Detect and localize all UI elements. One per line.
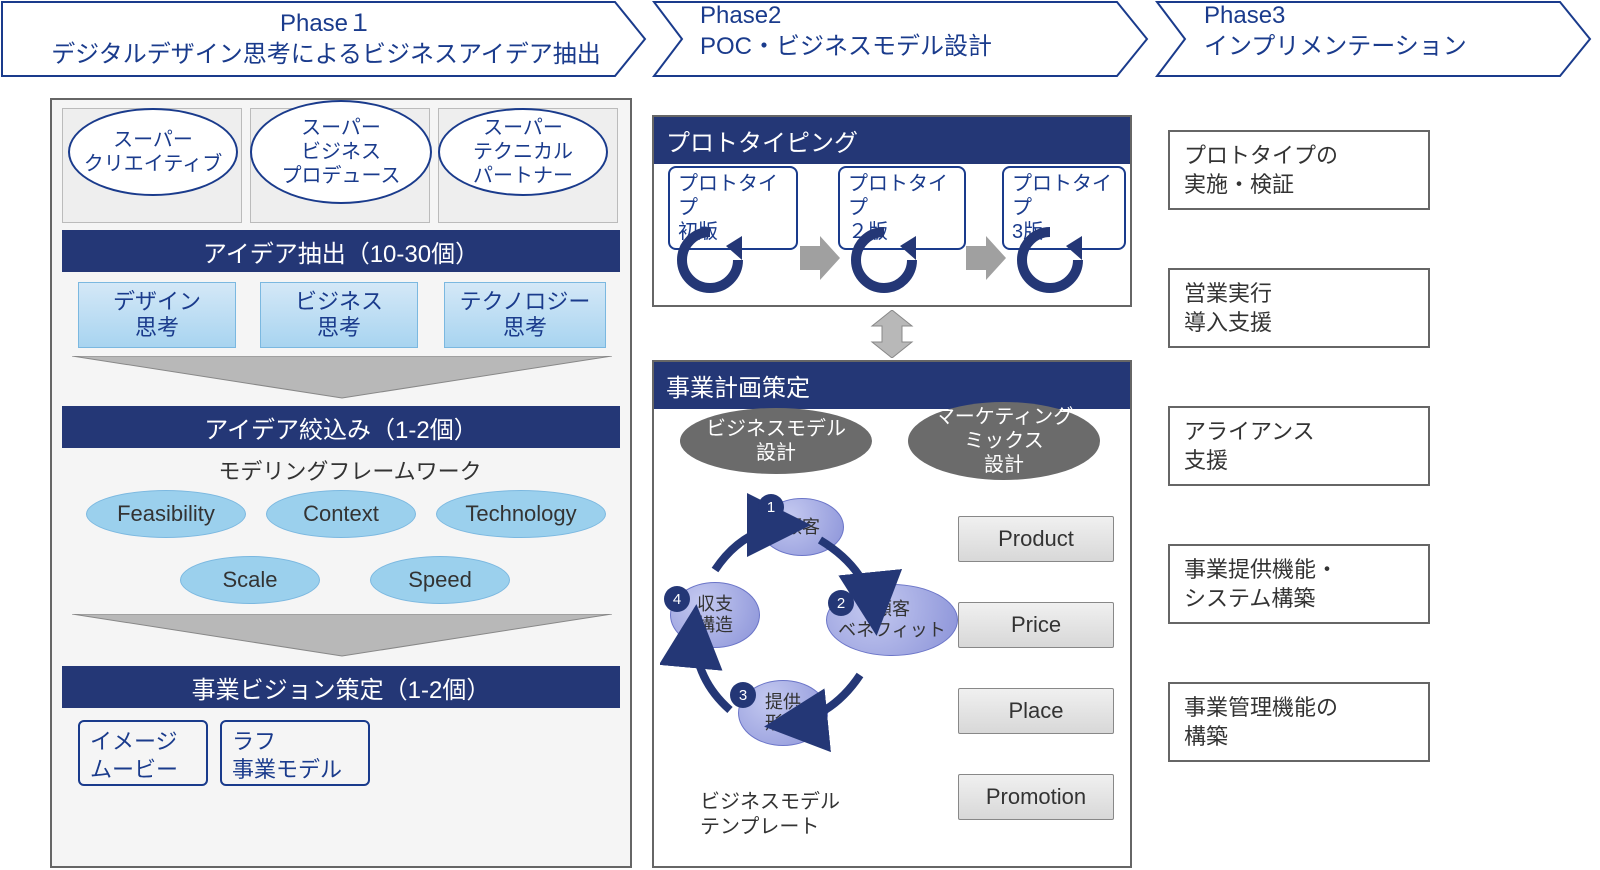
gray-pill-bizmodel: ビジネスモデル 設計 [680, 408, 872, 474]
cycle-icon-2 [846, 222, 922, 298]
p2-bizplan-title: 事業計画策定 [654, 362, 1130, 409]
phase3-header: Phase3 インプリメンテーション [1192, 0, 1582, 78]
phase2-header: Phase2 POC・ビジネスモデル設計 [688, 0, 1138, 78]
4p-place: Place [958, 688, 1114, 734]
pill-context: Context [266, 490, 416, 538]
pill-speed: Speed [370, 556, 510, 604]
p3-box-alliance: アライアンス 支援 [1168, 406, 1430, 486]
cycle-icon-1 [672, 222, 748, 298]
p3-box-system: 事業提供機能・ システム構築 [1168, 544, 1430, 624]
thinking-technology: テクノロジー 思考 [444, 282, 606, 348]
bubble-creative: スーパー クリエイティブ [68, 108, 238, 196]
phase3-subtitle: インプリメンテーション [1204, 31, 1467, 62]
bubble-technical: スーパー テクニカル パートナー [438, 108, 608, 196]
p1-bar-vision: 事業ビジョン策定（1-2個） [62, 666, 620, 708]
thinking-design: デザイン 思考 [78, 282, 236, 348]
phase2-subtitle: POC・ビジネスモデル設計 [700, 31, 992, 62]
framework-label: モデリングフレームワーク [200, 454, 500, 486]
4p-price: Price [958, 602, 1114, 648]
p1-bar-extraction: アイデア抽出（10-30個） [62, 230, 620, 272]
pill-feasibility: Feasibility [86, 490, 246, 538]
4p-promotion: Promotion [958, 774, 1114, 820]
phase2-title: Phase2 [700, 0, 781, 31]
p1-bar-narrowing: アイデア絞込み（1-2個） [62, 406, 620, 448]
down-arrow-2 [72, 614, 612, 660]
p3-box-sales: 営業実行 導入支援 [1168, 268, 1430, 348]
badge-3: 3 [730, 682, 756, 708]
badge-4: 4 [664, 586, 690, 612]
phase1-title: Phase１ [280, 8, 372, 39]
badge-2: 2 [828, 590, 854, 616]
badge-1: 1 [758, 494, 784, 520]
bubble-business: スーパー ビジネス プロデュース [250, 100, 432, 204]
output-rough-model: ラフ 事業モデル [220, 720, 370, 786]
right-arrow-1 [800, 236, 840, 280]
phase1-subtitle: デジタルデザイン思考によるビジネスアイデア抽出 [51, 39, 601, 70]
output-movie: イメージ ムービー [78, 720, 208, 786]
down-arrow-1 [72, 356, 612, 402]
thinking-business: ビジネス 思考 [260, 282, 418, 348]
4p-product: Product [958, 516, 1114, 562]
cycle-arrows [660, 490, 940, 780]
pill-technology: Technology [436, 490, 606, 538]
gray-pill-marketing: マーケティング ミックス 設計 [908, 402, 1100, 480]
pill-scale: Scale [180, 556, 320, 604]
p3-box-mgmt: 事業管理機能の 構築 [1168, 682, 1430, 762]
p2-prototyping-title: プロトタイピング [654, 117, 1130, 164]
p3-box-prototype: プロトタイプの 実施・検証 [1168, 130, 1430, 210]
bm-template-label: ビジネスモデル テンプレート [700, 790, 840, 840]
cycle-icon-3 [1012, 222, 1088, 298]
phase1-header: Phase１ デジタルデザイン思考によるビジネスアイデア抽出 [0, 0, 640, 78]
right-arrow-2 [966, 236, 1006, 280]
phase3-title: Phase3 [1204, 0, 1285, 31]
updown-arrow-icon [862, 310, 922, 358]
